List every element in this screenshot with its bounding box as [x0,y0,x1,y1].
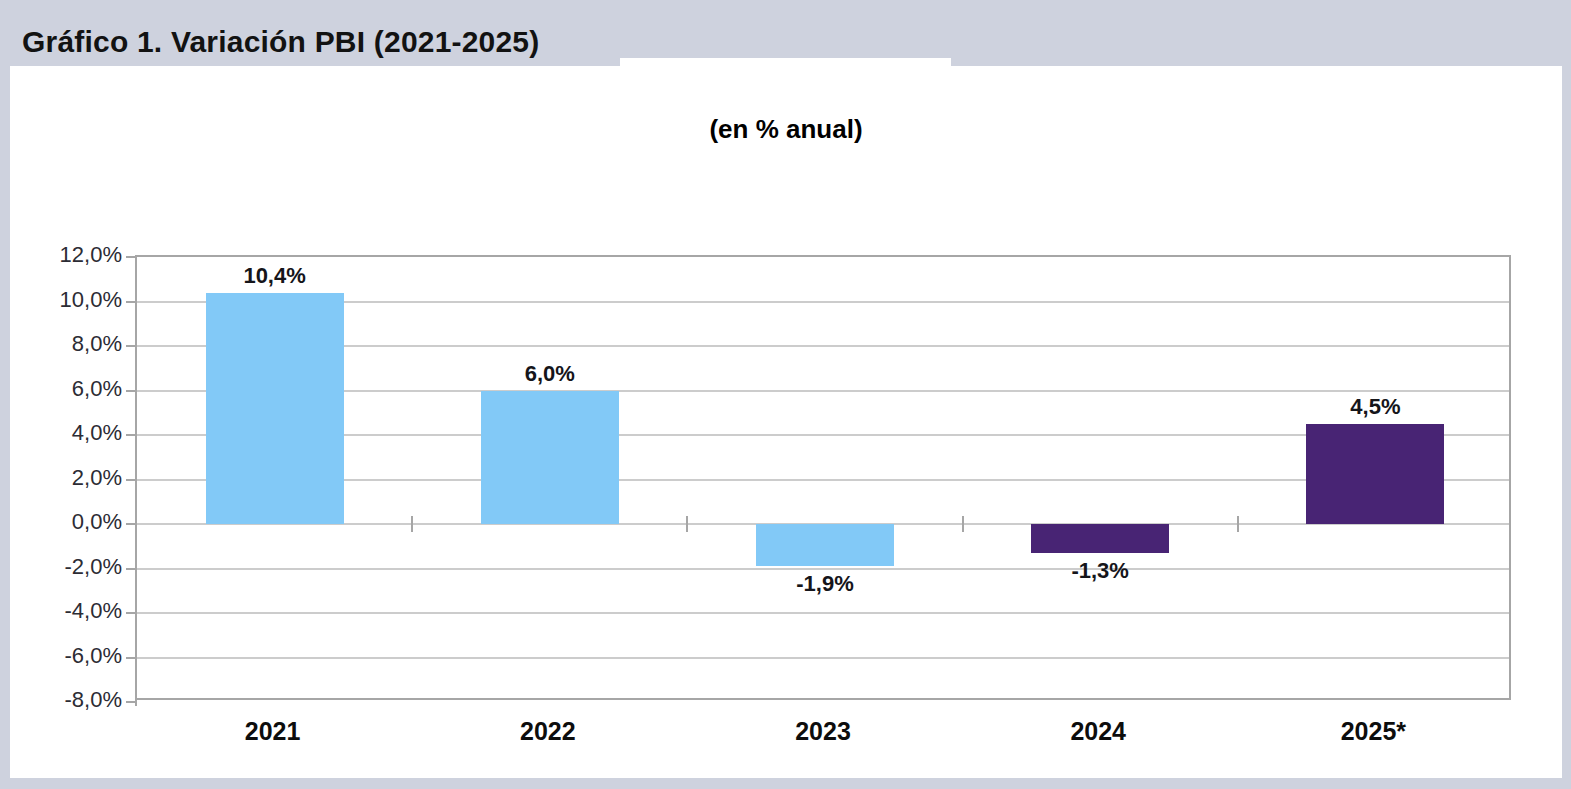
y-axis-tick [126,434,135,436]
y-axis-tick-label: 10,0% [10,288,122,312]
y-axis-tick-label: 0,0% [10,510,122,534]
bar-value-label: -1,3% [1015,559,1185,583]
y-axis-tick-label: -2,0% [10,555,122,579]
category-boundary-tick [411,516,413,532]
chart-panel: (en % anual) 10,4% 6,0% -1,9% -1,3% 4,5% 12,… [10,66,1562,778]
y-axis-tick [126,479,135,481]
y-axis-tick [126,301,135,303]
y-gridline [137,612,1509,614]
y-axis-tick-label: -4,0% [10,599,122,623]
category-boundary-tick [962,516,964,532]
y-axis-tick [126,390,135,392]
bar-2021 [206,293,344,524]
y-axis-tick [126,523,135,525]
bar-value-label: 6,0% [465,362,635,386]
y-axis-tick-label: -8,0% [10,688,122,712]
x-axis-tick-label: 2022 [438,717,658,746]
y-axis-tick [126,345,135,347]
x-axis-tick-label: 2024 [988,717,1208,746]
chart-subtitle: (en % anual) [10,114,1562,145]
y-gridline [137,657,1509,659]
chart-title: Gráfico 1. Variación PBI (2021-2025) [22,24,539,60]
y-axis-tick [126,256,135,258]
bar-value-label: -1,9% [740,572,910,596]
y-gridline [137,568,1509,570]
category-boundary-tick [1237,516,1239,532]
y-axis-tick-label: 6,0% [10,377,122,401]
y-axis-tick [126,568,135,570]
bar-2022 [481,391,619,525]
category-boundary-tick [686,516,688,532]
y-axis-overhang [135,698,137,706]
y-axis-tick-label: 12,0% [10,243,122,267]
y-axis-tick-label: -6,0% [10,644,122,668]
slide-background: Gráfico 1. Variación PBI (2021-2025) (en… [0,0,1571,789]
x-axis-tick-label: 2023 [713,717,933,746]
x-axis-tick-label: 2025* [1263,717,1483,746]
y-axis-tick-label: 2,0% [10,466,122,490]
bar-2025 [1306,424,1444,524]
y-axis-tick [126,612,135,614]
bar-2023 [756,524,894,566]
y-axis-tick-label: 4,0% [10,421,122,445]
bar-value-label: 10,4% [190,264,360,288]
bar-value-label: 4,5% [1290,395,1460,419]
bar-2024 [1031,524,1169,553]
plot-area: 10,4% 6,0% -1,9% -1,3% 4,5% [135,255,1511,700]
x-axis-tick-label: 2021 [163,717,383,746]
y-axis-tick [126,657,135,659]
y-axis-tick-label: 8,0% [10,332,122,356]
y-axis-tick [126,701,135,703]
